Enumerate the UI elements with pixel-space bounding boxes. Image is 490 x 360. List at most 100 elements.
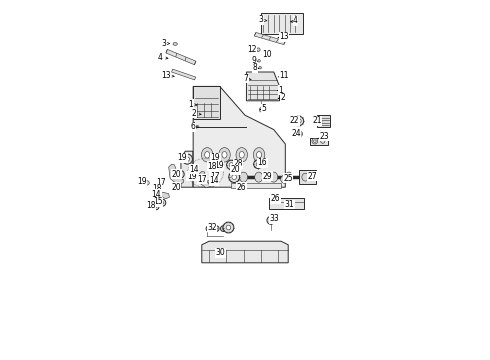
Ellipse shape: [213, 164, 216, 167]
Text: 27: 27: [307, 172, 317, 181]
Ellipse shape: [213, 226, 219, 231]
Text: 19: 19: [214, 161, 224, 170]
Ellipse shape: [220, 226, 226, 231]
Ellipse shape: [299, 133, 301, 135]
Ellipse shape: [320, 139, 325, 143]
Text: 20: 20: [172, 170, 181, 179]
Text: 17: 17: [210, 172, 220, 181]
Ellipse shape: [212, 158, 215, 161]
Ellipse shape: [219, 148, 230, 162]
Ellipse shape: [270, 219, 272, 222]
Text: 7: 7: [243, 74, 251, 83]
Ellipse shape: [222, 152, 227, 158]
Polygon shape: [310, 138, 328, 145]
Ellipse shape: [239, 152, 245, 158]
Polygon shape: [193, 86, 285, 187]
Ellipse shape: [227, 160, 236, 170]
Ellipse shape: [240, 172, 247, 182]
Polygon shape: [199, 171, 210, 188]
Ellipse shape: [208, 228, 210, 230]
Ellipse shape: [182, 154, 193, 164]
Ellipse shape: [223, 222, 234, 233]
Text: 18: 18: [152, 184, 162, 193]
Text: 20: 20: [171, 183, 181, 192]
Text: 13: 13: [161, 71, 174, 80]
Text: 15: 15: [153, 197, 163, 206]
Ellipse shape: [229, 172, 240, 183]
Ellipse shape: [302, 173, 309, 181]
Text: 3: 3: [162, 39, 170, 48]
Polygon shape: [169, 164, 184, 184]
Ellipse shape: [185, 157, 190, 161]
Ellipse shape: [257, 48, 260, 51]
Ellipse shape: [178, 173, 182, 176]
Ellipse shape: [161, 201, 164, 204]
Ellipse shape: [255, 172, 263, 182]
Polygon shape: [299, 170, 316, 184]
Text: 23: 23: [319, 132, 329, 141]
Ellipse shape: [176, 170, 184, 178]
Text: 26: 26: [270, 194, 280, 203]
Ellipse shape: [314, 140, 316, 143]
Ellipse shape: [226, 225, 231, 230]
Text: 18: 18: [207, 162, 217, 171]
Ellipse shape: [257, 152, 262, 158]
Text: 29: 29: [263, 172, 272, 181]
Ellipse shape: [258, 60, 260, 62]
Text: 20: 20: [231, 166, 241, 175]
Ellipse shape: [254, 160, 262, 168]
Text: 4: 4: [158, 53, 168, 62]
Text: 21: 21: [312, 116, 322, 125]
Text: 25: 25: [283, 174, 293, 183]
Text: 5: 5: [260, 104, 266, 113]
Ellipse shape: [281, 175, 289, 183]
Ellipse shape: [253, 148, 265, 162]
Ellipse shape: [270, 172, 278, 182]
Bar: [231, 183, 281, 188]
Text: 1: 1: [189, 100, 197, 109]
Ellipse shape: [159, 199, 166, 206]
Polygon shape: [317, 115, 330, 127]
Text: 6: 6: [190, 122, 198, 131]
Ellipse shape: [215, 228, 217, 230]
Text: 14: 14: [209, 176, 219, 185]
Ellipse shape: [173, 42, 177, 45]
Polygon shape: [172, 69, 196, 80]
Polygon shape: [181, 151, 193, 187]
Text: 33: 33: [270, 215, 279, 223]
Text: 14: 14: [189, 165, 198, 174]
Ellipse shape: [294, 116, 304, 126]
Ellipse shape: [196, 126, 199, 128]
Text: 11: 11: [278, 71, 289, 80]
Text: 10: 10: [262, 50, 271, 59]
Polygon shape: [254, 32, 285, 45]
Text: 30: 30: [216, 248, 225, 257]
Ellipse shape: [184, 158, 187, 161]
Ellipse shape: [312, 138, 318, 144]
Ellipse shape: [267, 216, 275, 224]
Text: 18: 18: [146, 202, 155, 210]
Text: 9: 9: [251, 56, 257, 65]
Text: 19: 19: [187, 172, 196, 181]
Text: 2: 2: [192, 109, 201, 118]
Ellipse shape: [201, 148, 213, 162]
Text: 32: 32: [207, 223, 217, 232]
Ellipse shape: [297, 119, 301, 123]
Bar: [261, 13, 303, 34]
Ellipse shape: [281, 75, 286, 78]
Text: 4: 4: [291, 17, 298, 26]
Ellipse shape: [222, 228, 224, 230]
Text: 3: 3: [259, 15, 267, 24]
Text: 17: 17: [157, 179, 166, 188]
Ellipse shape: [263, 54, 266, 57]
Text: 8: 8: [253, 63, 259, 72]
Ellipse shape: [285, 172, 293, 182]
Text: 12: 12: [247, 45, 257, 54]
Text: 13: 13: [278, 32, 289, 41]
Text: 19: 19: [211, 153, 220, 162]
Polygon shape: [208, 180, 216, 186]
Ellipse shape: [152, 203, 159, 210]
Ellipse shape: [297, 131, 303, 136]
Text: 1: 1: [277, 86, 283, 95]
Ellipse shape: [205, 152, 210, 158]
